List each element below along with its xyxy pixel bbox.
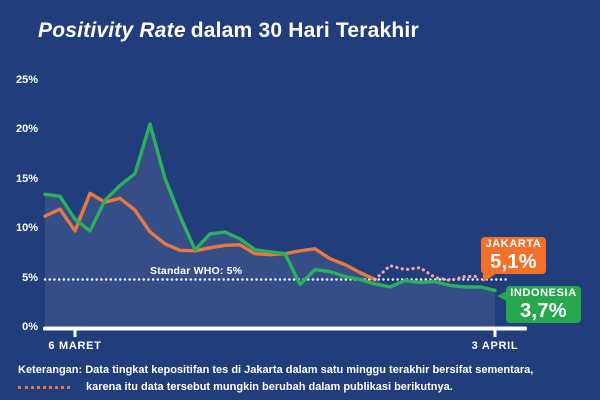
x-axis-tick-label: 3 APRIL xyxy=(471,340,519,352)
plot-area-fill xyxy=(45,124,495,328)
y-axis-tick-label: 0% xyxy=(22,321,38,333)
y-axis-tick-label: 10% xyxy=(15,222,38,234)
indonesia-badge: INDONESIA 3,7% xyxy=(497,286,581,323)
y-axis-tick-label: 15% xyxy=(15,172,38,185)
page-title: Positivity Rate dalam 30 Hari Terakhir xyxy=(38,19,419,43)
x-axis-tick-label: 6 MARET xyxy=(48,340,102,352)
jakarta-badge: JAKARTA 5,1% xyxy=(481,237,546,282)
x-axis-tick xyxy=(493,330,497,337)
footnote-line-1: Keterangan: Data tingkat kepositifan tes… xyxy=(18,364,534,376)
provisional-dotted-legend-icon xyxy=(18,385,70,389)
jakarta-badge-label: JAKARTA xyxy=(485,238,542,250)
jakarta-line xyxy=(43,191,377,282)
who-standard-label: Standar WHO: 5% xyxy=(150,265,243,277)
indonesia-line xyxy=(43,122,497,293)
indonesia-badge-value: 3,7% xyxy=(520,300,567,322)
page-title-italic: Positivity Rate xyxy=(38,19,186,42)
x-axis-line xyxy=(43,326,527,331)
footnote: Keterangan: Data tingkat kepositifan tes… xyxy=(18,363,590,395)
jakarta-provisional-dotted-line xyxy=(373,264,482,283)
indonesia-badge-label: INDONESIA xyxy=(510,287,577,299)
jakarta-badge-value: 5,1% xyxy=(490,251,537,273)
page-title-rest: dalam 30 Hari Terakhir xyxy=(190,19,419,42)
x-axis-tick xyxy=(73,330,77,337)
y-axis-tick-label: 20% xyxy=(15,123,38,135)
y-axis-tick-label: 25% xyxy=(15,73,38,86)
footnote-line-2: karena itu data tersebut mungkin berubah… xyxy=(86,380,453,393)
y-axis-tick-label: 5% xyxy=(22,271,38,284)
